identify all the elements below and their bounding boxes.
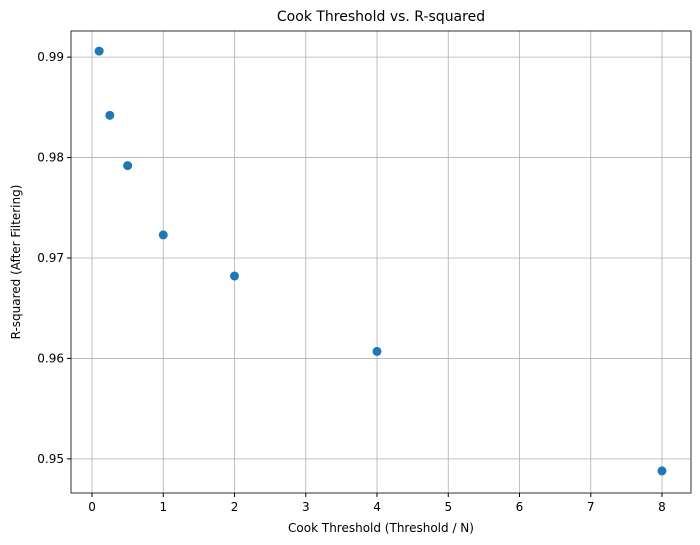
x-tick-label: 4: [373, 500, 381, 514]
x-tick-label: 5: [444, 500, 452, 514]
x-tick-label: 0: [88, 500, 96, 514]
point: [158, 230, 168, 240]
y-tick-label: 0.99: [37, 50, 64, 64]
chart-title: Cook Threshold vs. R-squared: [277, 9, 485, 25]
x-tick-label: 6: [516, 500, 524, 514]
y-axis-label: R-squared (After Filtering): [9, 185, 23, 340]
y-tick-label: 0.95: [37, 452, 64, 466]
point: [94, 46, 104, 56]
y-tick-label: 0.97: [37, 251, 64, 265]
plot-frame: [70, 30, 692, 494]
x-tick-label: 2: [231, 500, 239, 514]
x-tick-label: 8: [658, 500, 666, 514]
point: [230, 271, 240, 281]
point: [657, 466, 667, 476]
y-tick-label: 0.98: [37, 151, 64, 165]
x-tick-label: 7: [587, 500, 595, 514]
point: [372, 346, 382, 356]
x-axis-label: Cook Threshold (Threshold / N): [288, 521, 474, 535]
x-tick-label: 3: [302, 500, 310, 514]
point: [123, 161, 133, 171]
point: [105, 110, 115, 120]
y-tick-label: 0.96: [37, 351, 64, 365]
x-tick-label: 1: [159, 500, 167, 514]
